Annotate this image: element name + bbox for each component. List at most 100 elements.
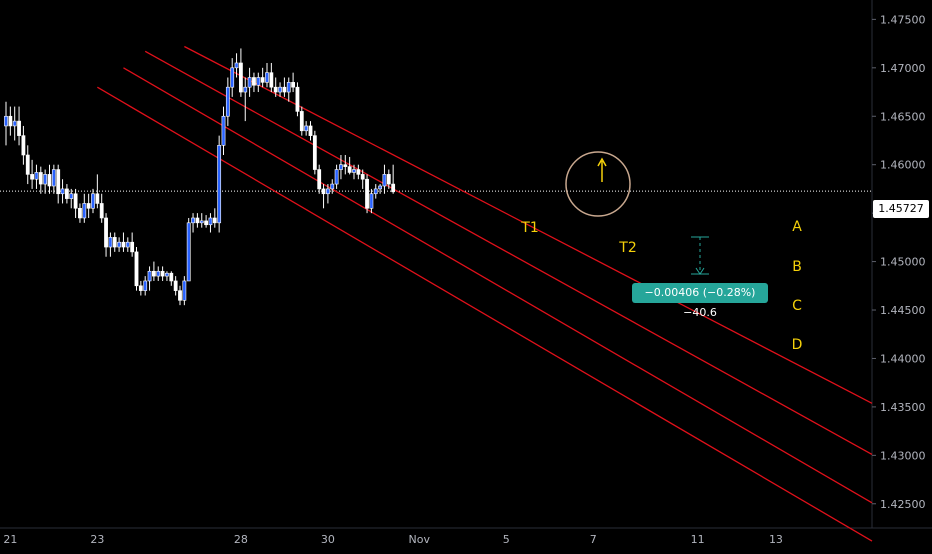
candle-body <box>65 188 69 199</box>
candle-body <box>378 185 383 190</box>
candle-body <box>260 77 265 83</box>
candle-body <box>312 135 317 170</box>
candle-body <box>21 135 26 156</box>
candle-body <box>34 172 39 180</box>
candle-body <box>230 67 235 88</box>
candle-body <box>278 86 282 93</box>
candle-body <box>330 183 335 190</box>
candle-body <box>117 241 122 248</box>
y-tick-label: 1.46500 <box>880 110 926 123</box>
candle-body <box>217 145 222 224</box>
channel-line <box>97 86 873 542</box>
candle-body <box>256 77 261 86</box>
candle-body <box>130 241 135 253</box>
candle-body <box>91 193 95 209</box>
candle-body <box>152 270 156 277</box>
candle-body <box>43 174 48 185</box>
candle-body <box>51 169 56 187</box>
candle-body <box>325 188 330 195</box>
channel-label: A <box>792 219 802 235</box>
candle-body <box>199 220 204 224</box>
x-tick-label: 5 <box>503 533 510 546</box>
t2-label: T2 <box>618 240 636 256</box>
candle-body <box>243 86 248 93</box>
candle-body <box>308 125 313 136</box>
measure-label: −0.00406 (−0.28%) −40.6 <box>632 283 768 319</box>
x-tick-label: 23 <box>90 533 104 546</box>
candle-body <box>17 120 21 136</box>
y-tick-label: 1.47000 <box>880 62 926 75</box>
candle-body <box>134 251 139 287</box>
candle-body <box>373 188 378 195</box>
candle-body <box>247 77 252 88</box>
t1-label: T1 <box>520 220 538 236</box>
x-tick-label: 13 <box>769 533 783 546</box>
candle-body <box>169 272 174 282</box>
candle-body <box>369 193 374 209</box>
candle-body <box>386 174 391 185</box>
candle-body <box>204 220 209 226</box>
candle-body <box>334 169 339 185</box>
candle-body <box>295 86 300 112</box>
candle-body <box>143 280 148 291</box>
candle-body <box>138 285 143 291</box>
candle-body <box>186 222 191 282</box>
candle-body <box>339 164 343 170</box>
candle-body <box>239 62 243 93</box>
y-tick-label: 1.43500 <box>880 401 926 414</box>
candle-body <box>4 115 8 127</box>
candle-body <box>273 86 278 93</box>
y-tick-label: 1.44000 <box>880 352 926 365</box>
y-tick-label: 1.47500 <box>880 13 926 26</box>
x-tick-label: 28 <box>234 533 248 546</box>
candle-body <box>160 270 165 277</box>
candle-body <box>347 166 352 173</box>
x-tick-label: 11 <box>691 533 705 546</box>
candle-body <box>73 193 78 209</box>
y-tick-label: 1.42500 <box>880 498 926 511</box>
candle-body <box>56 169 61 195</box>
candle-body <box>282 86 287 93</box>
highlight-circle <box>565 151 631 217</box>
x-tick-label: 30 <box>321 533 335 546</box>
candle-body <box>352 169 356 173</box>
candle-body <box>299 111 304 132</box>
up-arrow-head <box>597 157 607 167</box>
channel-label: B <box>792 259 802 275</box>
candle-body <box>38 172 43 185</box>
candle-body <box>60 188 65 195</box>
candle-body <box>95 193 100 204</box>
candle-body <box>12 120 17 127</box>
y-tick-label: 1.45000 <box>880 256 926 269</box>
candle-body <box>156 270 161 277</box>
x-tick-label: Nov <box>409 533 431 546</box>
candle-body <box>182 280 187 301</box>
candle-body <box>304 125 309 132</box>
candle-body <box>108 237 113 248</box>
candle-body <box>252 77 256 86</box>
measure-arrow <box>695 267 705 275</box>
candle-body <box>82 203 87 219</box>
candle-body <box>86 203 91 209</box>
candle-body <box>178 290 182 301</box>
candle-body <box>356 169 361 175</box>
candle-body <box>99 203 104 219</box>
candle-body <box>321 188 326 195</box>
candle-body <box>391 183 396 193</box>
y-tick-label: 1.44500 <box>880 304 926 317</box>
candle-body <box>125 241 130 248</box>
candle-body <box>165 272 169 277</box>
channel-label: C <box>792 298 802 314</box>
candle-body <box>121 241 126 248</box>
candle-body <box>265 72 269 83</box>
candle-body <box>47 174 52 187</box>
candle-body <box>291 82 296 88</box>
candle-body <box>173 280 178 291</box>
candle-body <box>234 62 239 69</box>
last-price-tag: 1.45727 <box>873 200 929 218</box>
channel-label: D <box>792 337 803 353</box>
candle-body <box>212 217 217 224</box>
candle-body <box>208 217 213 226</box>
